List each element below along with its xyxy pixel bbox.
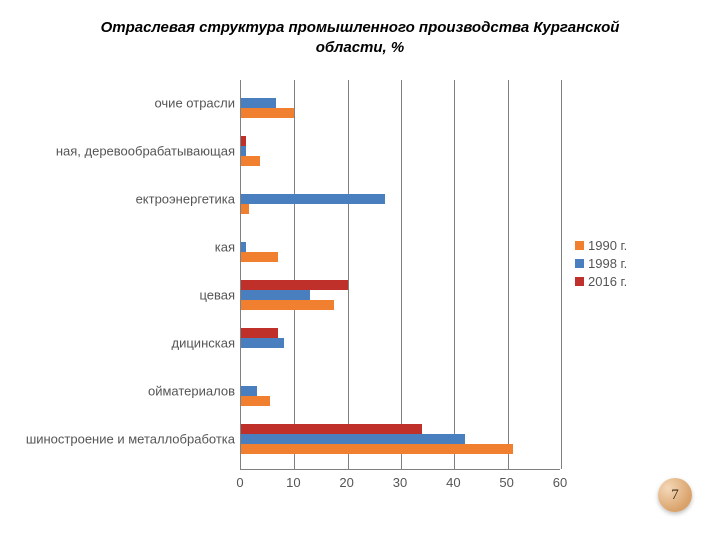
bar [241, 98, 276, 108]
legend-label: 1990 г. [588, 238, 627, 253]
bar [241, 194, 385, 204]
title-line1: Отраслевая структура промышленного произ… [101, 19, 620, 36]
bar [241, 328, 278, 338]
legend-swatch [575, 241, 584, 250]
page-number-badge: 7 [658, 478, 692, 512]
chart-title: Отраслевая структура промышленного произ… [0, 18, 720, 57]
title-line2: области, % [316, 39, 404, 56]
legend-item: 2016 г. [575, 274, 627, 289]
gridline [348, 80, 349, 469]
bar [241, 444, 513, 454]
x-tick-label: 30 [393, 475, 407, 490]
bar [241, 434, 465, 444]
category-label: шиностроение и металлобработка [26, 432, 235, 447]
category-label: ная, деревообрабатывающая [56, 144, 235, 159]
x-tick-label: 10 [286, 475, 300, 490]
gridline [294, 80, 295, 469]
category-label: цевая [199, 288, 235, 303]
x-tick-label: 20 [339, 475, 353, 490]
legend-swatch [575, 259, 584, 268]
category-label: кая [215, 240, 235, 255]
legend-item: 1998 г. [575, 256, 627, 271]
legend-swatch [575, 277, 584, 286]
bar [241, 424, 422, 434]
category-label: ектроэнергетика [136, 192, 235, 207]
bar [241, 108, 294, 118]
legend-label: 2016 г. [588, 274, 627, 289]
bar [241, 280, 348, 290]
bar [241, 204, 249, 214]
x-tick-label: 50 [499, 475, 513, 490]
gridline [454, 80, 455, 469]
legend-label: 1998 г. [588, 256, 627, 271]
x-tick-label: 40 [446, 475, 460, 490]
x-tick-label: 60 [553, 475, 567, 490]
bar [241, 396, 270, 406]
gridline [561, 80, 562, 469]
bar [241, 338, 284, 348]
plot-area [240, 80, 560, 470]
chart-container: 0102030405060очие отраслиная, деревообра… [20, 80, 560, 500]
gridline [508, 80, 509, 469]
bar [241, 136, 246, 146]
category-label: дицинская [172, 336, 235, 351]
bar [241, 252, 278, 262]
bar [241, 290, 310, 300]
category-label: очие отрасли [154, 96, 235, 111]
x-tick-label: 0 [236, 475, 243, 490]
bar [241, 386, 257, 396]
page-number: 7 [671, 487, 679, 504]
category-label: ойматериалов [148, 384, 235, 399]
legend: 1990 г. 1998 г. 2016 г. [575, 238, 627, 292]
bar [241, 300, 334, 310]
legend-item: 1990 г. [575, 238, 627, 253]
bar [241, 242, 246, 252]
bar [241, 156, 260, 166]
gridline [401, 80, 402, 469]
bar [241, 146, 246, 156]
